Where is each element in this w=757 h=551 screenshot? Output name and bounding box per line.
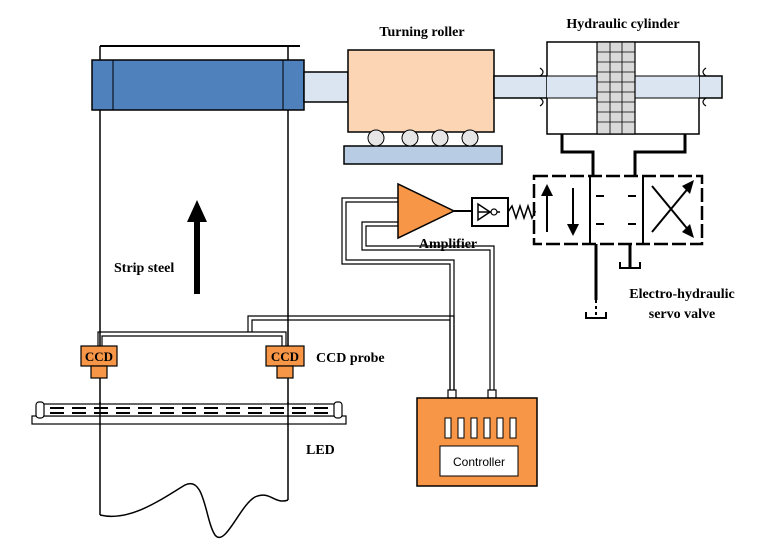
valve-ports bbox=[594, 244, 632, 300]
signal-wires bbox=[97, 197, 495, 392]
servo-valve-label-line2: servo valve bbox=[649, 307, 715, 322]
strip-steel-label: Strip steel bbox=[114, 261, 174, 276]
ccd-probe-label: CCD probe bbox=[316, 351, 385, 366]
steel-roll bbox=[91, 59, 305, 111]
roller-base bbox=[343, 145, 503, 165]
controller-label: Controller bbox=[453, 455, 505, 469]
ccd-right bbox=[265, 345, 305, 379]
roller-wheels bbox=[367, 129, 479, 147]
controller-connectors bbox=[447, 389, 497, 399]
strip-direction-arrow bbox=[187, 200, 207, 294]
ccd-right-label: CCD bbox=[271, 349, 299, 364]
led-label: LED bbox=[306, 443, 335, 458]
amplifier bbox=[397, 182, 472, 240]
piston bbox=[596, 41, 636, 135]
amplifier-label: Amplifier bbox=[419, 237, 477, 252]
turning-roller-label: Turning roller bbox=[379, 25, 464, 40]
strip-steel bbox=[99, 45, 300, 539]
hydraulic-cylinder bbox=[539, 41, 707, 135]
led-bar bbox=[31, 401, 347, 425]
controller bbox=[416, 397, 538, 487]
turning-roller bbox=[343, 49, 503, 165]
ccd-left-label: CCD bbox=[85, 349, 113, 364]
solenoid-actuator bbox=[471, 197, 537, 227]
servo-valve bbox=[532, 174, 704, 246]
servo-valve-label-line1: Electro-hydraulic bbox=[629, 287, 735, 302]
ccd-left bbox=[80, 345, 118, 379]
led-light-line bbox=[50, 407, 330, 414]
hydraulic-cylinder-label: Hydraulic cylinder bbox=[566, 17, 679, 32]
roller-shaft bbox=[303, 71, 349, 103]
